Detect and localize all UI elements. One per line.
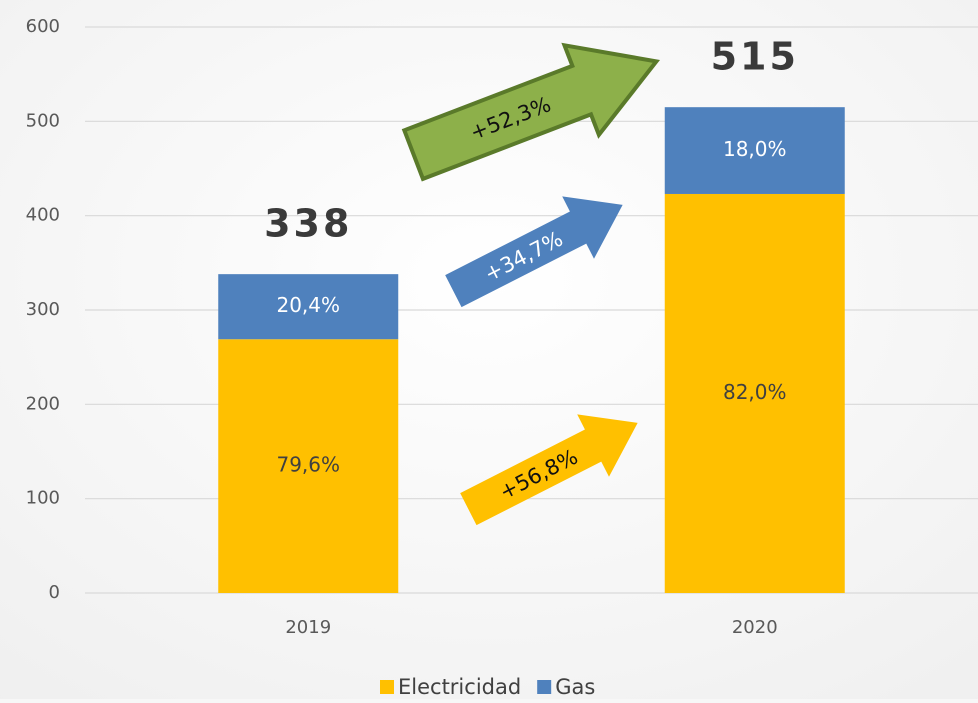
legend: Electricidad Gas	[380, 675, 595, 699]
legend-swatch	[537, 680, 552, 694]
segment-label: 82,0%	[723, 380, 787, 404]
legend-label: Gas	[555, 675, 595, 699]
x-tick-label: 2020	[732, 617, 778, 638]
growth-arrow: +52,3%	[401, 42, 660, 182]
total-label: 515	[711, 35, 799, 79]
y-tick-label: 500	[26, 110, 60, 131]
y-tick-label: 100	[26, 488, 60, 509]
segment-label: 20,4%	[276, 293, 340, 317]
y-tick-label: 600	[26, 16, 60, 37]
y-tick-label: 0	[49, 582, 60, 603]
legend-label: Electricidad	[398, 675, 521, 699]
bar-segment	[664, 107, 845, 194]
y-tick-label: 400	[26, 205, 60, 226]
arrow-shape	[445, 196, 623, 308]
legend-swatch	[380, 680, 394, 694]
bar-segment	[218, 339, 399, 593]
x-tick-label: 2019	[285, 617, 331, 638]
y-tick-label: 300	[26, 299, 60, 320]
arrow-shape	[401, 42, 660, 182]
segment-label: 18,0%	[723, 137, 787, 161]
bar-segment	[664, 193, 845, 593]
total-label: 338	[264, 202, 352, 246]
arrow-shape	[460, 414, 638, 526]
segment-label: 79,6%	[276, 453, 340, 477]
bar-segment	[218, 274, 399, 340]
y-tick-label: 200	[26, 393, 60, 414]
